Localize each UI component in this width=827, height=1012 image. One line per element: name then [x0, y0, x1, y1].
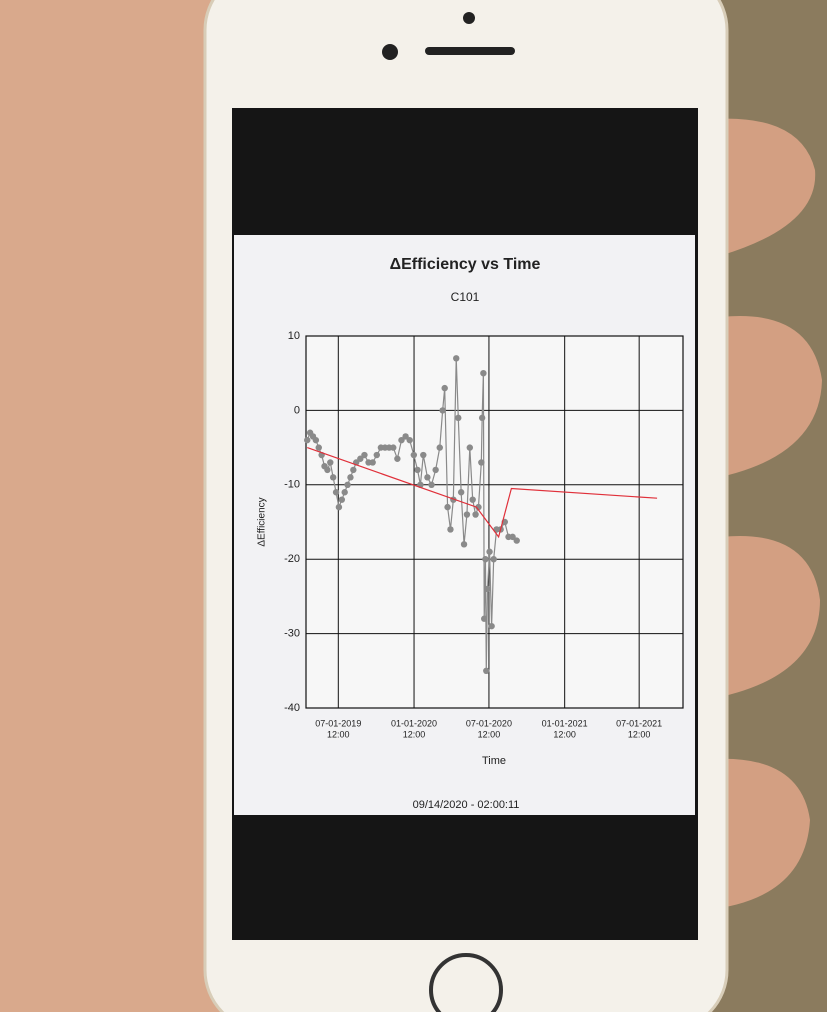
plot-area — [305, 335, 684, 709]
camera — [463, 12, 475, 24]
data-point — [472, 511, 479, 518]
data-point — [484, 585, 491, 593]
data-point — [457, 489, 465, 496]
x-tick-label: 12:00 — [478, 729, 501, 739]
x-tick-label: 12:00 — [628, 729, 651, 739]
y-tick-label: -10 — [284, 479, 300, 491]
data-point — [428, 481, 435, 488]
data-point — [509, 533, 516, 541]
data-point — [455, 414, 462, 422]
data-point — [480, 370, 487, 377]
x-tick-label: 07-01-2020 — [466, 718, 512, 728]
data-point — [315, 444, 322, 451]
data-point — [335, 503, 343, 511]
data-point — [486, 548, 493, 555]
y-tick-label: -20 — [284, 553, 300, 565]
x-tick-label: 12:00 — [327, 729, 350, 739]
data-point — [329, 474, 337, 481]
footer: 09/14/2020 - 02:00:11 — [413, 799, 520, 811]
data-point — [439, 407, 446, 414]
data-point — [488, 622, 495, 630]
x-tick-label: 12:00 — [553, 729, 576, 739]
data-point — [327, 459, 334, 466]
data-point — [324, 466, 331, 474]
sensor — [382, 44, 398, 60]
data-point — [341, 489, 348, 496]
chart: ΔEfficiency vs Time C101 ΔEfficiency Tim… — [257, 256, 684, 811]
data-point — [482, 556, 489, 563]
data-point — [441, 384, 448, 392]
hand-palm — [0, 0, 230, 1012]
x-tick-label: 01-01-2020 — [391, 718, 437, 728]
series-line — [307, 447, 658, 539]
data-point — [490, 556, 497, 563]
data-point — [350, 466, 357, 474]
data-point — [361, 451, 368, 459]
y-tick-label: -40 — [284, 702, 300, 714]
x-tick-label: 12:00 — [403, 729, 426, 739]
data-point — [312, 436, 320, 444]
data-point — [347, 474, 354, 481]
data-point — [463, 511, 471, 518]
data-point — [436, 444, 443, 451]
data-point — [483, 667, 490, 674]
data-point — [373, 451, 380, 459]
data-point — [410, 451, 418, 459]
data-point — [432, 466, 439, 474]
data-point — [453, 355, 460, 362]
data-point — [447, 526, 454, 533]
data-point — [414, 466, 421, 474]
y-tick-label: 0 — [294, 404, 300, 416]
y-tick-label: 10 — [288, 330, 300, 342]
y-tick-label: -30 — [284, 628, 300, 640]
y-axis-label: ΔEfficiency — [257, 497, 268, 546]
data-point — [402, 433, 409, 440]
data-point — [344, 481, 351, 488]
data-point — [444, 503, 451, 511]
data-point — [466, 444, 474, 451]
data-point — [357, 455, 364, 462]
data-point — [469, 496, 476, 503]
data-point — [406, 436, 413, 444]
data-point — [478, 414, 486, 422]
x-axis-label: Time — [482, 755, 506, 767]
fingers — [700, 118, 822, 911]
chart-title: ΔEfficiency vs Time — [390, 256, 541, 273]
data-point — [394, 455, 401, 462]
x-tick-label: 07-01-2019 — [315, 718, 361, 728]
data-point — [513, 537, 520, 544]
data-point — [478, 459, 485, 466]
data-point — [369, 459, 376, 466]
data-point — [424, 474, 431, 481]
data-point — [338, 496, 346, 503]
data-point — [398, 436, 405, 444]
x-tick-label: 01-01-2021 — [542, 718, 588, 728]
chart-subtitle: C101 — [451, 290, 480, 304]
x-tick-label: 07-01-2021 — [616, 718, 662, 728]
data-point — [332, 489, 340, 496]
data-point — [460, 541, 468, 548]
data-point — [481, 615, 488, 622]
home-button — [429, 953, 503, 1012]
data-point — [420, 451, 427, 459]
data-point — [304, 436, 311, 444]
data-point — [390, 444, 397, 451]
earpiece — [425, 47, 515, 55]
